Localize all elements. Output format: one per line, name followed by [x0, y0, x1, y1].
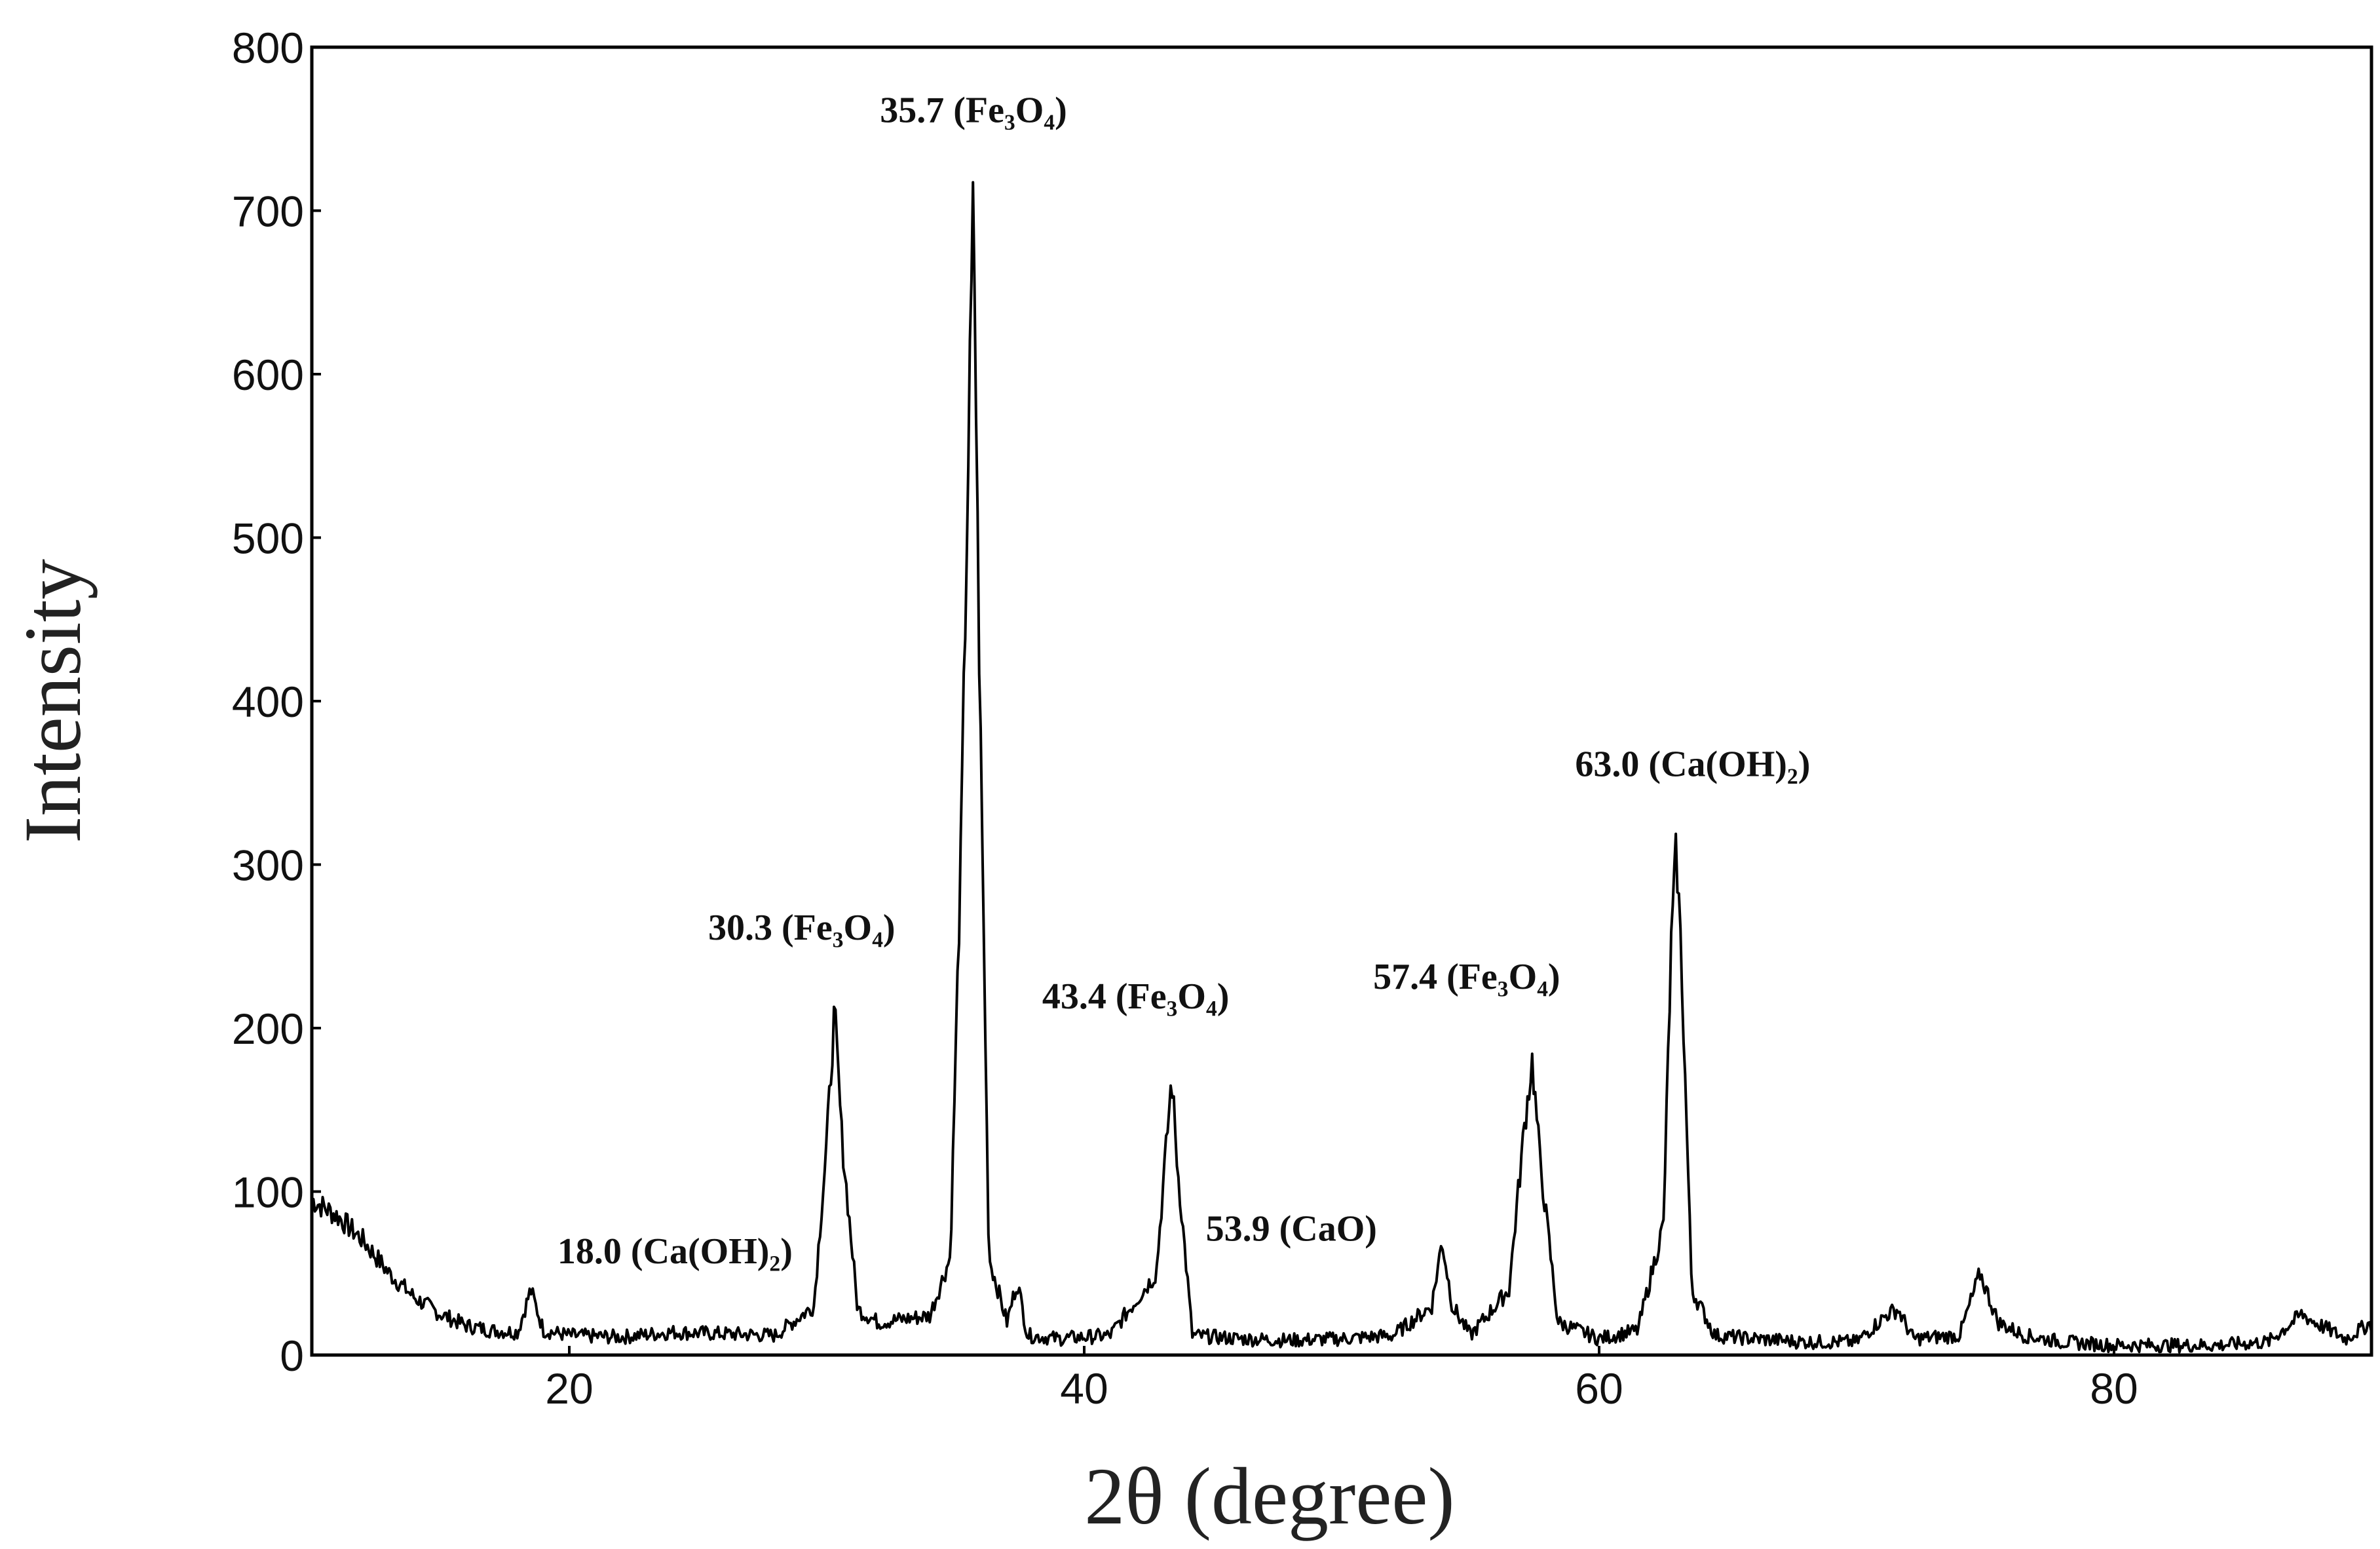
x-tick-label: 40	[1060, 1364, 1108, 1413]
peak-label: 18.0 (Ca(OH)₂)	[557, 1231, 793, 1272]
y-tick-label: 400	[232, 678, 304, 726]
y-tick-label: 600	[232, 351, 304, 399]
peak-label: 53.9 (CaO)	[1206, 1208, 1377, 1249]
y-tick-label: 0	[280, 1331, 304, 1380]
y-tick-label: 700	[232, 187, 304, 236]
peak-label: 57.4 (Fe₃O₄)	[1373, 957, 1560, 997]
series-line	[311, 181, 2373, 1354]
peak-label: 30.3 (Fe₃O₄)	[708, 908, 896, 948]
peak-label: 43.4 (Fe₃O₄)	[1042, 976, 1230, 1017]
y-tick-label: 100	[232, 1168, 304, 1217]
peak-annotations: 35.7 (Fe₃O₄) 30.3 (Fe₃O₄) 43.4 (Fe₃O₄) 57.4…	[557, 90, 1810, 1272]
peak-label: 63.0 (Ca(OH)₂)	[1575, 744, 1810, 785]
y-tick-label: 300	[232, 841, 304, 890]
plot-frame	[310, 45, 2373, 1357]
x-tick-label: 20	[545, 1364, 593, 1413]
x-axis-title: 2θ (degree)	[1084, 1451, 1454, 1541]
y-tick-label: 500	[232, 514, 304, 563]
y-axis-ticks: 0 100 200 300 400 500 600 700 800	[232, 24, 321, 1380]
y-tick-label: 800	[232, 24, 304, 72]
x-tick-label: 60	[1575, 1364, 1623, 1413]
y-tick-label: 200	[232, 1004, 304, 1053]
plot-area: 0 100 200 300 400 500 600 700 800 20 40 60 80 35.7 …	[232, 24, 2373, 1413]
x-axis-ticks: 20 40 60 80	[545, 1346, 2138, 1413]
y-axis-title: Intensity	[8, 559, 98, 843]
x-tick-label: 80	[2090, 1364, 2138, 1413]
peak-label: 35.7 (Fe₃O₄)	[880, 90, 1067, 131]
